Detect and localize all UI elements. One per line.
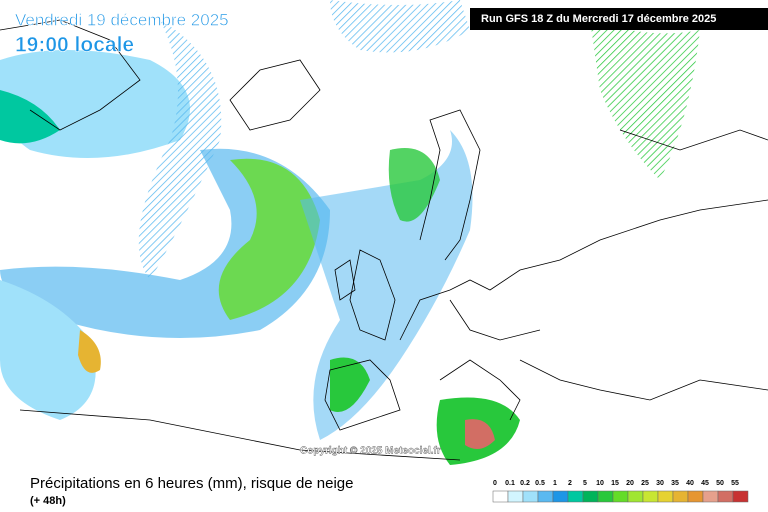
legend-label: 1 — [553, 480, 557, 487]
legend-label: 2 — [568, 480, 572, 487]
legend-swatch — [597, 490, 614, 503]
legend-swatch — [582, 490, 599, 503]
legend-label: 0.2 — [520, 480, 530, 487]
legend-swatch — [567, 490, 584, 503]
caption-lead: (+ 48h) — [30, 495, 66, 507]
caption-title: Précipitations en 6 heures (mm), risque … — [30, 475, 354, 492]
valid-date: Vendredi 19 décembre 2025 — [15, 10, 229, 29]
legend-label: 0.1 — [505, 480, 515, 487]
legend-swatch — [702, 490, 719, 503]
legend-swatch — [507, 490, 524, 503]
legend-label: 25 — [641, 480, 649, 487]
run-label: Run GFS 18 Z du Mercredi 17 décembre 202… — [481, 13, 716, 25]
legend-swatch — [522, 490, 539, 503]
legend-swatch — [492, 490, 509, 503]
legend-label: 50 — [716, 480, 724, 487]
map-area: Run GFS 18 Z du Mercredi 17 décembre 202… — [0, 0, 768, 465]
legend-label: 55 — [731, 480, 739, 487]
legend-label: 0.5 — [535, 480, 545, 487]
legend-swatch — [537, 490, 554, 503]
legend-label: 45 — [701, 480, 709, 487]
legend-swatch — [717, 490, 734, 503]
legend-swatch — [552, 490, 569, 503]
legend-label: 0 — [493, 480, 497, 487]
legend: 0 0.1 0.2 0.5 1 2 5 10 15 20 25 30 35 40 45 50 55 — [492, 480, 749, 503]
legend-swatch — [627, 490, 644, 503]
legend-swatch — [642, 490, 659, 503]
legend-swatch — [687, 490, 704, 503]
copyright: Copyright © 2025 Meteociel.fr — [300, 446, 441, 457]
legend-label: 5 — [583, 480, 587, 487]
legend-label: 15 — [611, 480, 619, 487]
legend-label: 20 — [626, 480, 634, 487]
legend-swatch — [672, 490, 689, 503]
legend-label: 10 — [596, 480, 604, 487]
legend-label: 40 — [686, 480, 694, 487]
valid-time: 19:00 locale — [15, 34, 134, 57]
legend-swatch — [732, 490, 749, 503]
legend-swatch — [612, 490, 629, 503]
legend-label: 35 — [671, 480, 679, 487]
legend-swatch — [657, 490, 674, 503]
legend-label: 30 — [656, 480, 664, 487]
